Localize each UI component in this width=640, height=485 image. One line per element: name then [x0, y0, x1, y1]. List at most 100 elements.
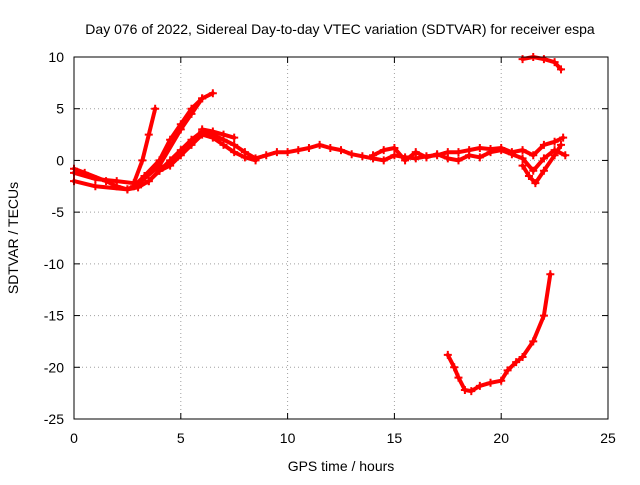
- data-point: [531, 179, 540, 188]
- data-point: [166, 161, 175, 170]
- data-point: [187, 104, 196, 113]
- data-point: [187, 140, 196, 149]
- data-point: [198, 94, 207, 103]
- data-point: [529, 166, 538, 175]
- data-point: [208, 89, 217, 98]
- y-tick-label: -20: [44, 359, 64, 375]
- data-point: [503, 366, 512, 375]
- data-point: [379, 146, 388, 155]
- data-point: [518, 154, 527, 163]
- x-tick-label: 10: [280, 430, 296, 446]
- data-point: [443, 350, 452, 359]
- data-point: [529, 151, 538, 160]
- data-point: [326, 144, 335, 153]
- data-point: [433, 150, 442, 159]
- data-point: [561, 151, 570, 160]
- data-point: [550, 137, 559, 146]
- data-point: [315, 140, 324, 149]
- data-point: [497, 146, 506, 155]
- data-point: [151, 104, 160, 113]
- data-point: [347, 150, 356, 159]
- x-tick-label: 15: [387, 430, 403, 446]
- data-point: [166, 135, 175, 144]
- data-point: [465, 151, 474, 160]
- data-point: [450, 363, 459, 372]
- data-point: [460, 386, 469, 395]
- series-line: [72, 129, 566, 192]
- series-arc-6: [198, 125, 239, 142]
- data-point: [251, 156, 260, 165]
- data-point: [539, 140, 548, 149]
- data-point: [219, 140, 228, 149]
- data-point: [283, 148, 292, 157]
- y-tick-label: -10: [44, 256, 64, 272]
- data-point: [134, 183, 143, 192]
- series-arc-3: [129, 94, 207, 191]
- x-tick-label: 5: [177, 430, 185, 446]
- data-point: [497, 376, 506, 385]
- data-point: [337, 146, 345, 155]
- series-line: [200, 127, 237, 140]
- data-series: [70, 53, 570, 396]
- data-point: [467, 387, 476, 396]
- data-point: [550, 151, 559, 160]
- data-point: [443, 154, 452, 163]
- data-point: [198, 125, 207, 134]
- data-point: [91, 182, 100, 191]
- x-tick-label: 0: [70, 430, 78, 446]
- series-arc-7: [369, 144, 570, 175]
- data-point: [518, 161, 527, 170]
- chart-title: Day 076 of 2022, Sidereal Day-to-day VTE…: [85, 21, 595, 37]
- data-point: [557, 65, 566, 74]
- data-point: [486, 378, 495, 387]
- x-tick-label: 20: [493, 430, 509, 446]
- data-point: [518, 352, 527, 361]
- data-point: [230, 133, 239, 142]
- y-tick-label: 0: [56, 152, 64, 168]
- data-point: [140, 171, 149, 180]
- y-axis-label: SDTVAR / TECUs: [5, 182, 21, 294]
- data-point: [219, 130, 228, 139]
- data-point: [304, 144, 313, 153]
- data-point: [475, 381, 484, 390]
- plot-frame: [73, 56, 609, 420]
- data-point: [240, 153, 249, 162]
- data-point: [454, 373, 463, 382]
- series-arc-9: [518, 53, 566, 74]
- data-point: [539, 55, 548, 64]
- data-point: [529, 337, 538, 346]
- data-point: [454, 148, 463, 157]
- y-tick-label: 5: [56, 101, 64, 117]
- data-point: [401, 156, 410, 165]
- data-point: [390, 151, 399, 160]
- data-point: [294, 146, 303, 155]
- data-point: [512, 358, 521, 367]
- data-point: [230, 148, 239, 157]
- series-arc-8: [518, 140, 566, 188]
- data-point: [390, 144, 399, 153]
- data-point: [422, 153, 431, 162]
- data-point: [155, 156, 164, 165]
- data-point: [411, 148, 420, 157]
- series-line: [520, 142, 563, 186]
- data-point: [518, 55, 527, 64]
- data-point: [144, 177, 153, 186]
- series-arc-5: [144, 130, 260, 186]
- y-tick-label: -25: [44, 411, 64, 427]
- data-point: [486, 148, 495, 157]
- data-point: [557, 140, 566, 149]
- data-point: [524, 171, 533, 180]
- data-point: [144, 130, 153, 139]
- data-point: [454, 156, 463, 165]
- data-point: [379, 156, 388, 165]
- data-point: [507, 150, 516, 159]
- series-line: [445, 272, 553, 394]
- data-point: [559, 133, 568, 142]
- series-arc-10: [443, 270, 555, 396]
- axis-ticks: 0 5 10 15 20 25 -25 -20 -15 -10 -5 0 5 10: [44, 49, 616, 446]
- data-point: [176, 120, 185, 129]
- data-point: [138, 156, 147, 165]
- y-tick-label: -5: [52, 204, 65, 220]
